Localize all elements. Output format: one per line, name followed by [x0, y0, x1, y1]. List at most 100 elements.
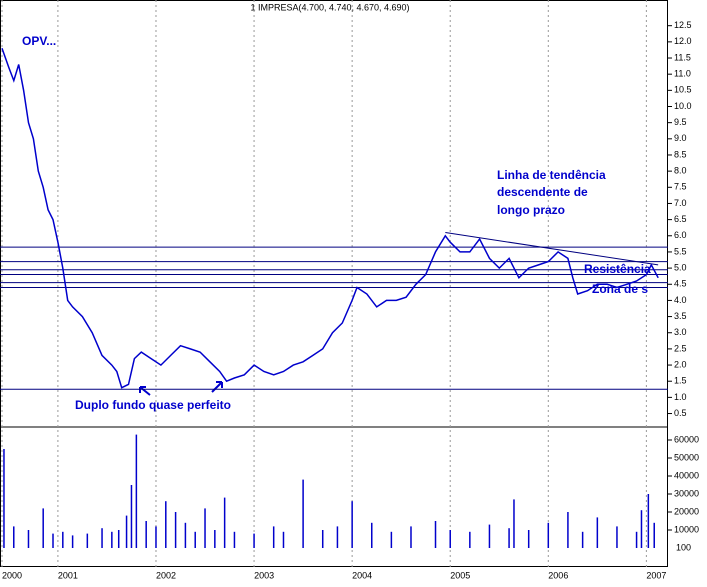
volume-bar	[233, 531, 236, 548]
volume-bar	[117, 530, 120, 548]
volume-bar	[223, 497, 226, 548]
volume-bar	[52, 533, 54, 548]
y-tick-label: 12.0	[674, 36, 692, 46]
y-tick-label: 50000	[674, 452, 699, 462]
volume-bar	[513, 499, 515, 548]
y-tick-label: 1.0	[674, 392, 687, 402]
volume-bar	[71, 535, 74, 548]
arrows	[139, 381, 223, 396]
volume-bar	[3, 449, 5, 548]
y-tick-label: 3.5	[674, 311, 687, 321]
volume-bar	[390, 531, 393, 548]
volume-bar	[351, 501, 353, 548]
volume-bar	[62, 531, 64, 548]
volume-bar	[635, 531, 638, 548]
y-tick-label: 11.0	[674, 69, 691, 79]
x-tick-label: 2004	[352, 570, 372, 580]
y-tick-label: 6.5	[674, 214, 687, 224]
volume-bar	[321, 530, 324, 548]
annotation: Linha de tendência	[497, 168, 606, 182]
y-tick-label: 8.5	[674, 149, 687, 159]
volume-bar	[145, 521, 147, 548]
y-tick-label: 9.5	[674, 117, 687, 127]
x-tick-label: 2006	[548, 570, 568, 580]
volume-bar	[135, 434, 138, 548]
volume-bar	[527, 530, 530, 548]
volume-bar	[13, 526, 15, 548]
annotation: OPV...	[22, 34, 56, 48]
y-tick-label: 60000	[674, 434, 699, 444]
y-tick-label: 12.5	[674, 20, 692, 30]
y-tick-label: 40000	[674, 470, 699, 480]
y-tick-label: 4.0	[674, 295, 687, 305]
y-tick-label: 10000	[674, 524, 699, 534]
y-tick-label: 3.0	[674, 327, 687, 337]
y-tick-label: 1.5	[674, 376, 687, 386]
y-tick-label: 4.5	[674, 279, 687, 289]
annotation: descendente de	[497, 185, 588, 199]
volume-bar	[165, 501, 167, 548]
volume-bar	[508, 528, 510, 548]
y-tick-label: 10.5	[674, 85, 692, 95]
volume-bar	[86, 533, 89, 548]
y-tick-label: 30000	[674, 488, 699, 498]
x-tick-label: 2005	[450, 570, 470, 580]
volume-bar	[272, 526, 275, 548]
y-tick-label: 7.5	[674, 182, 687, 192]
volume-bar	[101, 528, 103, 548]
volume-bar	[647, 494, 650, 548]
volume-bar	[640, 510, 643, 548]
y-tick-label: 20000	[674, 506, 699, 516]
y-tick-label: 0.5	[674, 408, 687, 418]
volume-bar	[371, 522, 373, 548]
y-tick-label: 5.5	[674, 246, 687, 256]
x-tick-label: 2001	[58, 570, 78, 580]
volume-bar	[434, 521, 437, 548]
y-tick-label: 10.0	[674, 101, 692, 111]
price-line	[1, 48, 659, 389]
y-tick-label: 11.5	[674, 52, 691, 62]
volume-bar	[596, 517, 599, 548]
volume-bar	[547, 522, 550, 548]
volume-bar	[336, 526, 339, 548]
annotation: Zona de s	[592, 282, 648, 296]
y-tick-label: 9.0	[674, 133, 687, 143]
volume-bar	[302, 479, 304, 548]
volume-bar	[567, 512, 569, 548]
volume-bar	[488, 524, 491, 548]
volume-bar	[125, 515, 128, 548]
y-tick-label: 2.5	[674, 343, 687, 353]
annotation: Duplo fundo quase perfeito	[75, 398, 231, 412]
volume-bar	[42, 508, 44, 548]
annotation: longo prazo	[497, 203, 565, 217]
volume-bar	[204, 508, 206, 548]
x-tick-label: 2000	[2, 570, 22, 580]
volume-bar	[27, 530, 30, 548]
y-tick-label: 2.0	[674, 359, 687, 369]
x-tick-label: 2002	[156, 570, 176, 580]
y-tick-label: 6.0	[674, 230, 687, 240]
volume-bar	[194, 531, 196, 548]
volume-bar	[130, 485, 133, 548]
y-tick-label: 7.0	[674, 198, 687, 208]
volume-bar	[410, 526, 412, 548]
volume-bar	[155, 526, 157, 548]
volume-bar	[616, 526, 618, 548]
volume-bar	[111, 531, 113, 548]
x-tick-label: 2003	[254, 570, 274, 580]
volume-bar	[184, 522, 187, 548]
volume-bar	[653, 522, 655, 548]
y-tick-label: 8.0	[674, 166, 687, 176]
volume-bar	[253, 533, 255, 548]
scale-label: 100	[676, 542, 691, 552]
volume-bar	[282, 531, 285, 548]
plot-frame	[0, 0, 668, 567]
volume-bar	[469, 531, 471, 548]
volume-bar	[174, 512, 177, 548]
volume-bar	[449, 530, 451, 548]
volume-bar	[214, 530, 216, 548]
y-tick-label: 5.0	[674, 262, 687, 272]
trend-line	[445, 232, 659, 266]
volume-bar	[581, 531, 584, 548]
